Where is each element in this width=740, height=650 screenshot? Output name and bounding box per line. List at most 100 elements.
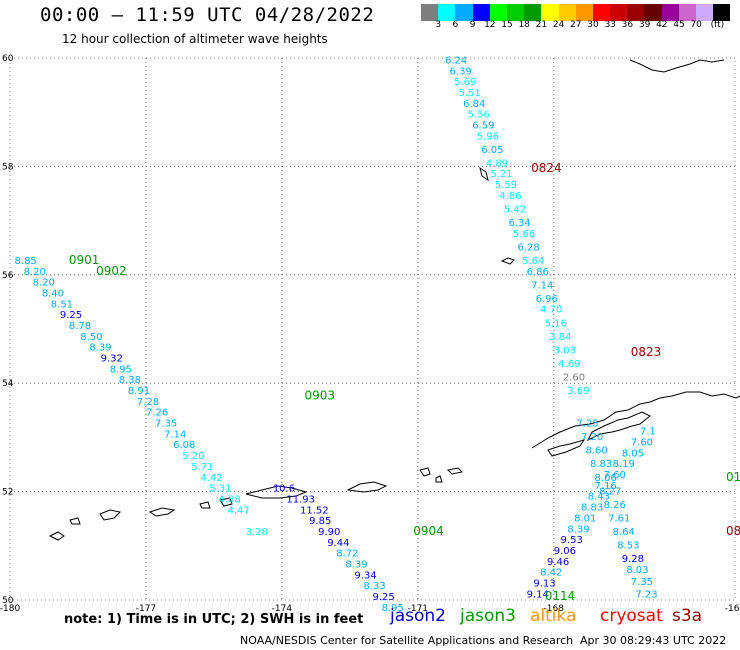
- wave-height-value: 9.06: [554, 546, 576, 557]
- wave-height-value: 9.25: [60, 310, 82, 321]
- wave-height-value: 8.85: [15, 256, 37, 267]
- wave-height-value: 4.86: [499, 191, 521, 202]
- lat-tick-label: 58: [2, 162, 14, 172]
- footer-note: note: 1) Time is in UTC; 2) SWH is in fe…: [64, 612, 364, 627]
- lon-tick-label: -171: [408, 604, 428, 614]
- color-scale-swatch: [558, 4, 576, 21]
- color-scale-swatch: [661, 4, 679, 21]
- color-scale-swatch: [575, 4, 593, 21]
- pass-time-label: 01: [726, 470, 740, 484]
- pass-time-label: 0901: [69, 253, 100, 267]
- land-outlines: [48, 59, 740, 541]
- map-axes: -180 -177 -174 -171 -168 -164 60 58 56 54 52 50: [0, 54, 740, 614]
- coastline-rat-islands: [148, 507, 176, 517]
- color-scale-label: 24: [552, 20, 565, 30]
- pass-time-label: 0823: [631, 345, 662, 359]
- wave-height-value: 7.16: [595, 481, 617, 492]
- wave-height-value: 8.33: [363, 581, 385, 592]
- wave-height-value: 5.59: [495, 180, 517, 191]
- wave-height-value: 9.34: [354, 570, 376, 581]
- track-jason3-0114: 9.149.138.429.469.069.538.398.018.838.43…: [527, 427, 656, 601]
- wave-height-value: 5.42: [504, 204, 526, 215]
- page-title: 00:00 – 11:59 UTC 04/28/2022: [40, 4, 375, 26]
- color-scale-swatch: [524, 4, 542, 21]
- color-scale-swatch: [644, 4, 662, 21]
- color-scale-swatch: [627, 4, 645, 21]
- wave-height-value: 8.27: [599, 486, 621, 497]
- wave-height-value: 6.96: [536, 294, 558, 305]
- coastline-islands-a: [346, 481, 388, 493]
- color-scale-bar: [421, 4, 731, 21]
- wave-height-value: 9.44: [327, 538, 349, 549]
- wave-height-value: 4.42: [200, 473, 222, 484]
- wave-height-value: 6.34: [508, 218, 530, 229]
- color-scale-label: 30: [587, 20, 599, 30]
- pass-time-label: 0823: [726, 524, 740, 538]
- wave-height-value: 5.64: [522, 256, 544, 267]
- wave-height-value: 7.28: [137, 397, 159, 408]
- wave-height-value: 6.39: [450, 66, 472, 77]
- coastline-near-islands: [99, 509, 122, 521]
- color-scale-label: 3: [435, 20, 442, 30]
- color-scale-swatch: [438, 4, 456, 21]
- wave-height-value: 9.90: [318, 527, 340, 538]
- wave-height-value: 2.60: [563, 372, 585, 383]
- lat-tick-label: 60: [2, 54, 14, 64]
- wave-height-value: 7.14: [531, 280, 553, 291]
- color-scale-swatch: [696, 4, 714, 21]
- wave-height-value: 8.43: [588, 492, 610, 503]
- color-scale-label: 9: [469, 20, 476, 30]
- color-scale-label: 6: [452, 20, 459, 30]
- wave-height-value: 6.24: [445, 55, 467, 66]
- wave-height-value: 7.25: [576, 419, 598, 430]
- color-scale-label: 42: [656, 20, 668, 30]
- wave-height-value: 4.89: [486, 158, 508, 169]
- lon-tick-label: -180: [0, 604, 20, 614]
- coastline-unalaska: [547, 439, 586, 457]
- wave-height-value: 6.08: [173, 440, 195, 451]
- footer-credit: NOAA/NESDIS Center for Satellite Applica…: [240, 634, 574, 647]
- wave-height-value: 6.28: [518, 242, 540, 253]
- wave-height-value: 8.78: [69, 321, 91, 332]
- wave-height-value: 8.05: [622, 448, 644, 459]
- color-scale-swatch: [541, 4, 559, 21]
- legend-entry-s3a: s3a: [672, 606, 703, 626]
- color-scale-label: 36: [621, 20, 634, 30]
- coastline-islands-e: [69, 517, 81, 525]
- wave-height-value: 6.84: [463, 99, 485, 110]
- wave-height-value: 5.21: [490, 169, 512, 180]
- coastline-st-matthew: [479, 166, 489, 182]
- coastline-pribilof: [500, 257, 515, 265]
- wave-height-value: 5.69: [454, 77, 476, 88]
- wave-height-value: 3.28: [246, 527, 268, 538]
- wave-height-value: 5.51: [459, 88, 481, 99]
- wave-height-value: 5.56: [468, 110, 490, 121]
- wave-height-value: 8.64: [613, 527, 635, 538]
- lat-tick-label: 52: [2, 488, 13, 498]
- wave-height-value: 8.39: [345, 559, 367, 570]
- lon-tick-label: -174: [272, 604, 293, 614]
- wave-height-value: 7.1: [640, 427, 656, 438]
- wave-height-value: 8.19: [613, 459, 635, 470]
- color-scale-swatch: [506, 4, 525, 21]
- wave-height-value: 9.32: [101, 354, 123, 365]
- lon-tick-label: -177: [136, 604, 156, 614]
- wave-height-value: 3.84: [549, 332, 571, 343]
- coastline-attu: [48, 531, 65, 541]
- wave-height-value: 7.26: [146, 408, 168, 419]
- wave-height-value: 8.51: [51, 299, 73, 310]
- wave-height-value: 8.72: [336, 549, 358, 560]
- wave-height-value: 4.69: [558, 359, 580, 370]
- wave-height-value: 5.20: [182, 451, 204, 462]
- track-jason3-0904: 10.611.9311.529.859.909.448.728.399.348.…: [273, 484, 404, 614]
- pass-time-label: 0904: [413, 524, 444, 538]
- wave-height-value: 11.52: [300, 505, 329, 516]
- wave-height-value: 8.26: [604, 500, 626, 511]
- color-scale-swatch: [592, 4, 611, 21]
- wave-height-value: 8.39: [567, 524, 589, 535]
- wave-height-value: 9.28: [622, 554, 644, 565]
- wave-height-value: 3.69: [567, 386, 589, 397]
- wave-height-value: 8.01: [574, 513, 596, 524]
- wave-height-value: 4.70: [540, 305, 562, 316]
